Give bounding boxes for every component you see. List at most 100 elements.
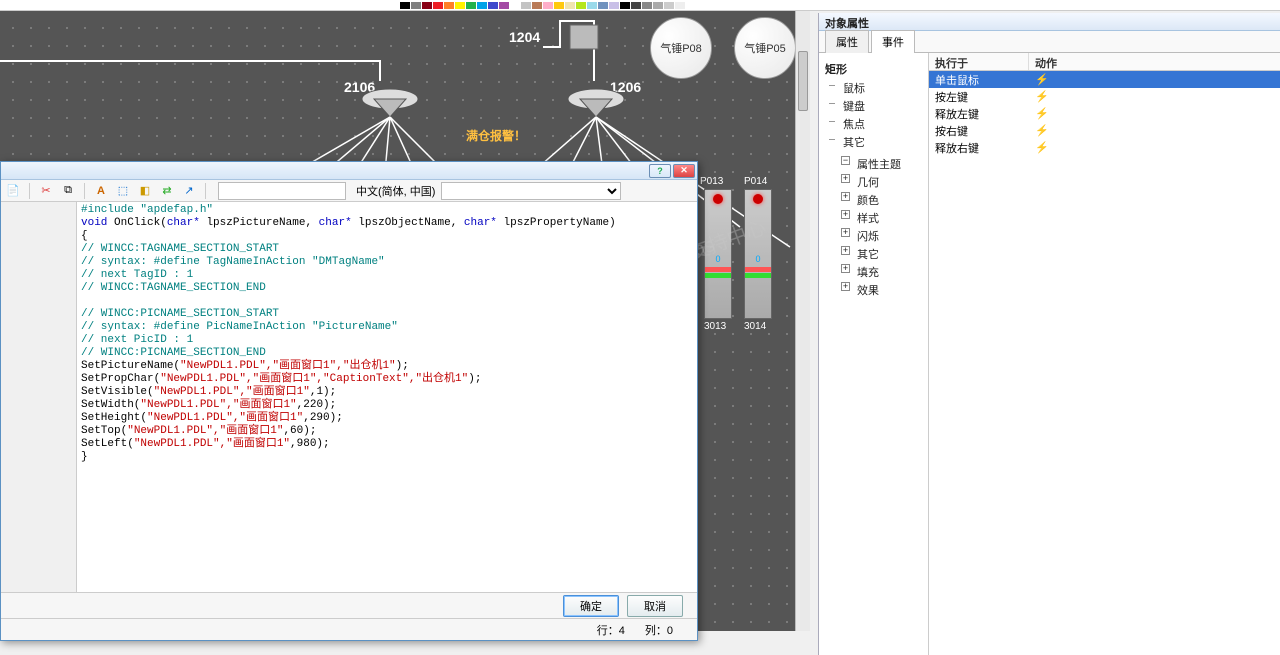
combo-1[interactable] (218, 182, 346, 200)
event-row[interactable]: 单击鼠标⚡ (929, 71, 1280, 88)
event-name: 按左键 (929, 89, 1029, 105)
panel-title: 对象属性 (819, 13, 1280, 31)
color-chip[interactable] (422, 2, 432, 9)
copy-icon[interactable]: ⧉ (60, 183, 76, 199)
color-chip[interactable] (598, 2, 608, 9)
color-chip[interactable] (631, 2, 641, 9)
machine-1206[interactable] (566, 81, 626, 121)
tree-subnode[interactable]: +颜色 (831, 191, 926, 209)
scroll-thumb[interactable] (798, 51, 808, 111)
color-chip[interactable] (521, 2, 531, 9)
color-chip[interactable] (510, 2, 520, 9)
button-p08[interactable]: 气锤P08 (650, 17, 712, 79)
tree-node[interactable]: 鼠标 (821, 79, 926, 97)
event-row[interactable]: 释放右键⚡ (929, 139, 1280, 156)
color-chip[interactable] (433, 2, 443, 9)
toolbar-icon[interactable]: 📄 (5, 183, 21, 199)
ok-button[interactable]: 确定 (563, 595, 619, 617)
dialog-button-bar: 确定 取消 (1, 592, 697, 618)
color-chip[interactable] (686, 2, 696, 9)
toolbar-icon[interactable]: ↗ (181, 183, 197, 199)
scada-p013[interactable]: 0 (704, 189, 732, 319)
expand-icon[interactable]: + (841, 210, 850, 219)
color-chip[interactable] (532, 2, 542, 9)
status-row: 行：4 (597, 622, 625, 638)
color-chip[interactable] (455, 2, 465, 9)
tree-node[interactable]: 焦点 (821, 115, 926, 133)
machine-2106[interactable] (360, 81, 420, 121)
tree-node[interactable]: 键盘 (821, 97, 926, 115)
bolt-icon: ⚡ (1035, 125, 1049, 137)
cut-icon[interactable]: ✂ (38, 183, 54, 199)
tree-root[interactable]: 矩形 (821, 59, 926, 79)
color-chip[interactable] (609, 2, 619, 9)
event-row[interactable]: 按右键⚡ (929, 122, 1280, 139)
expand-icon[interactable]: + (841, 228, 850, 237)
panel-tabs: 属性 事件 (819, 31, 1280, 53)
color-chip[interactable] (620, 2, 630, 9)
event-tree[interactable]: 矩形 鼠标键盘焦点其它 −属性主题 +几何+颜色+样式+闪烁+其它+填充+效果 (819, 53, 929, 655)
color-chip[interactable] (499, 2, 509, 9)
color-chip[interactable] (411, 2, 421, 9)
color-chip[interactable] (664, 2, 674, 9)
color-chip[interactable] (466, 2, 476, 9)
button-p05[interactable]: 气锤P05 (734, 17, 796, 79)
event-action: ⚡ (1029, 124, 1280, 137)
tree-subnode[interactable]: +填充 (831, 263, 926, 281)
tree-subnode[interactable]: +样式 (831, 209, 926, 227)
cancel-button[interactable]: 取消 (627, 595, 683, 617)
toolbar-icon[interactable]: A (93, 183, 109, 199)
scada-p014[interactable]: 0 (744, 189, 772, 319)
collapse-icon[interactable]: − (841, 156, 850, 165)
expand-icon[interactable]: + (841, 192, 850, 201)
event-action: ⚡ (1029, 107, 1280, 120)
expand-icon[interactable]: + (841, 246, 850, 255)
color-chip[interactable] (565, 2, 575, 9)
close-button[interactable]: ✕ (673, 164, 695, 178)
events-header: 执行于 动作 (929, 53, 1280, 71)
color-chip[interactable] (400, 2, 410, 9)
label-3014: 3014 (744, 321, 766, 332)
expand-icon[interactable]: + (841, 282, 850, 291)
event-action: ⚡ (1029, 141, 1280, 154)
tree-node[interactable]: 其它 (821, 133, 926, 151)
event-name: 释放左键 (929, 106, 1029, 122)
color-chip[interactable] (653, 2, 663, 9)
tree-subnode[interactable]: +效果 (831, 281, 926, 299)
color-chip[interactable] (587, 2, 597, 9)
lamp-icon (713, 194, 723, 204)
color-chip[interactable] (675, 2, 685, 9)
color-chip[interactable] (576, 2, 586, 9)
dialog-toolbar: 📄 ✂ ⧉ A ⬚ ◧ ⇄ ↗ 中文(简体, 中国) (1, 180, 697, 202)
tab-events[interactable]: 事件 (871, 30, 915, 53)
color-palette-toolbar (0, 0, 1280, 11)
tab-properties[interactable]: 属性 (825, 30, 869, 53)
color-chip[interactable] (488, 2, 498, 9)
tree-subnode[interactable]: +几何 (831, 173, 926, 191)
tree-subnode[interactable]: +闪烁 (831, 227, 926, 245)
language-combo[interactable] (441, 182, 621, 200)
toolbar-icon[interactable]: ⬚ (115, 183, 131, 199)
palette-chips (400, 2, 697, 9)
label-p014: P014 (744, 176, 767, 187)
tree-subnode[interactable]: +其它 (831, 245, 926, 263)
toolbar-icon[interactable]: ⇄ (159, 183, 175, 199)
event-row[interactable]: 按左键⚡ (929, 88, 1280, 105)
event-action: ⚡ (1029, 90, 1280, 103)
canvas-scrollbar[interactable] (795, 11, 810, 631)
expand-icon[interactable]: + (841, 174, 850, 183)
tree-group[interactable]: −属性主题 (831, 155, 926, 173)
color-chip[interactable] (554, 2, 564, 9)
color-chip[interactable] (477, 2, 487, 9)
code-editor[interactable]: #include "apdefap.h" void OnClick(char* … (77, 202, 697, 592)
scada-value: 0 (705, 254, 731, 264)
color-chip[interactable] (642, 2, 652, 9)
help-button[interactable]: ? (649, 164, 671, 178)
event-row[interactable]: 释放左键⚡ (929, 105, 1280, 122)
toolbar-icon[interactable]: ◧ (137, 183, 153, 199)
label-3013: 3013 (704, 321, 726, 332)
color-chip[interactable] (543, 2, 553, 9)
color-chip[interactable] (444, 2, 454, 9)
dialog-titlebar[interactable]: ? ✕ (1, 162, 697, 180)
expand-icon[interactable]: + (841, 264, 850, 273)
